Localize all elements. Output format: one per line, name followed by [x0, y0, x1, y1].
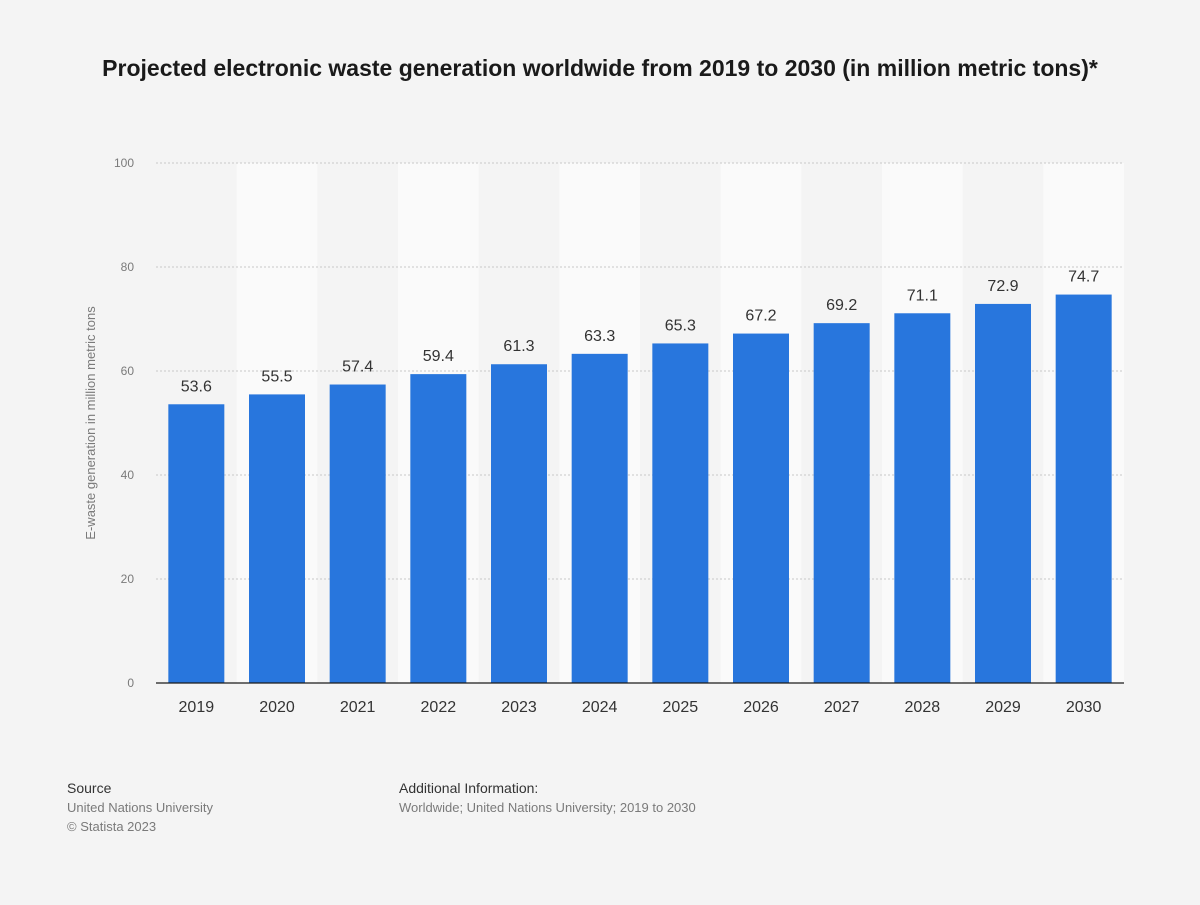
y-tick-label: 40 [121, 468, 135, 482]
additional-info-block: Additional Information: Worldwide; Unite… [399, 779, 696, 817]
x-tick-label: 2028 [905, 699, 941, 716]
bar[interactable] [733, 333, 789, 683]
additional-info-text: Worldwide; United Nations University; 20… [399, 800, 696, 815]
value-label: 72.9 [987, 278, 1018, 295]
x-tick-label: 2021 [340, 699, 376, 716]
bar[interactable] [571, 353, 628, 683]
y-tick-label: 80 [121, 260, 135, 274]
x-tick-label: 2029 [985, 699, 1021, 716]
x-tick-label: 2025 [663, 699, 699, 716]
bar[interactable] [1055, 294, 1112, 683]
source-block: Source United Nations University © Stati… [67, 779, 213, 836]
y-axis-label: E-waste generation in million metric ton… [83, 306, 98, 540]
additional-info-heading: Additional Information: [399, 780, 539, 796]
value-label: 61.3 [503, 338, 534, 355]
y-tick-label: 60 [121, 364, 135, 378]
source-heading: Source [67, 780, 112, 796]
y-tick-label: 20 [121, 572, 135, 586]
value-label: 55.5 [261, 368, 292, 385]
value-label: 74.7 [1068, 269, 1099, 286]
bar[interactable] [168, 404, 225, 683]
x-tick-label: 2023 [501, 699, 537, 716]
x-tick-label: 2024 [582, 699, 618, 716]
copyright-line: © Statista 2023 [67, 819, 157, 834]
bar[interactable] [491, 364, 547, 683]
x-tick-label: 2030 [1066, 699, 1102, 716]
value-label: 71.1 [907, 287, 938, 304]
x-tick-label: 2019 [179, 699, 215, 716]
y-tick-label: 0 [127, 676, 134, 690]
value-label: 53.6 [181, 378, 212, 395]
bar[interactable] [249, 394, 305, 683]
bar[interactable] [894, 313, 951, 683]
value-label: 63.3 [584, 328, 615, 345]
bar[interactable] [410, 374, 467, 683]
value-label: 65.3 [665, 317, 696, 334]
bar[interactable] [329, 384, 386, 683]
value-label: 57.4 [342, 359, 373, 376]
chart-title: Projected electronic waste generation wo… [102, 55, 1098, 81]
x-tick-label: 2022 [421, 699, 457, 716]
bar[interactable] [652, 343, 709, 683]
x-tick-label: 2027 [824, 699, 860, 716]
x-tick-label: 2020 [259, 699, 295, 716]
bar[interactable] [813, 323, 870, 683]
source-line[interactable]: United Nations University [67, 800, 213, 815]
x-tick-label: 2026 [743, 699, 779, 716]
y-tick-label: 100 [114, 156, 134, 170]
bar-chart: 0 20 40 60 80 100 E-waste generation in millio… [83, 156, 1124, 716]
value-label: 69.2 [826, 297, 857, 314]
value-label: 67.2 [745, 308, 776, 325]
value-label: 59.4 [423, 348, 454, 365]
bar[interactable] [975, 303, 1031, 683]
